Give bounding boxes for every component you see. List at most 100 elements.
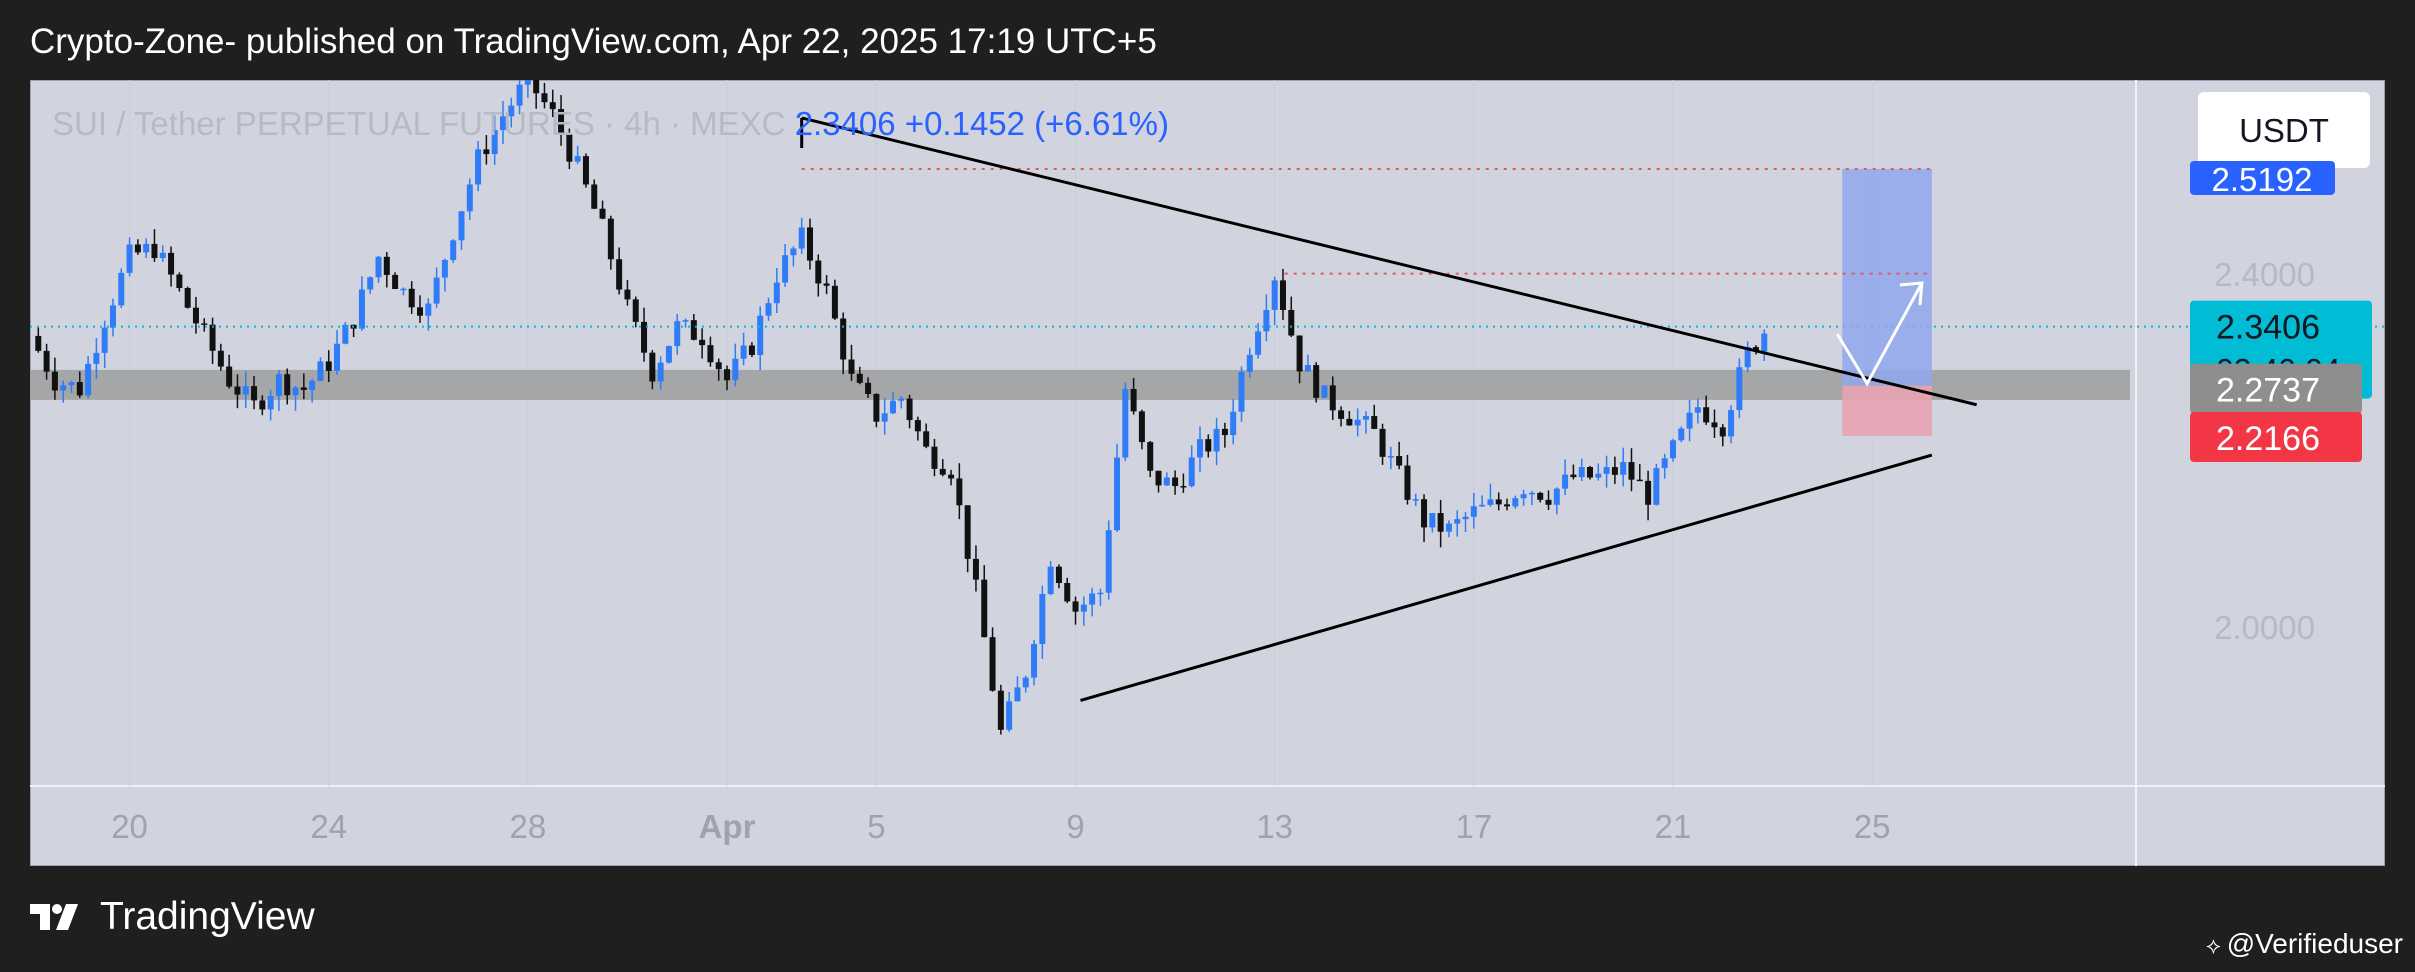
candle-up[interactable]	[1105, 530, 1112, 593]
candle-down[interactable]	[541, 93, 548, 103]
candle-down[interactable]	[632, 299, 639, 322]
candle-up[interactable]	[1653, 468, 1660, 505]
candle-down[interactable]	[1180, 486, 1187, 488]
candle-down[interactable]	[939, 468, 946, 475]
candle-down[interactable]	[1379, 428, 1386, 457]
candle-down[interactable]	[383, 256, 390, 275]
candle-down[interactable]	[417, 307, 423, 316]
candle-up[interactable]	[275, 374, 282, 396]
currency-button[interactable]	[2198, 92, 2370, 168]
candle-down[interactable]	[624, 289, 631, 300]
candle-up[interactable]	[1595, 473, 1602, 478]
candle-up[interactable]	[524, 80, 531, 85]
candle-down[interactable]	[1587, 466, 1593, 478]
candle-down[interactable]	[251, 386, 258, 401]
candle-up[interactable]	[309, 380, 316, 390]
candle-down[interactable]	[35, 335, 42, 351]
candle-up[interactable]	[1354, 419, 1361, 426]
candle-up[interactable]	[375, 256, 382, 278]
candle-down[interactable]	[923, 431, 930, 447]
candle-up[interactable]	[1230, 411, 1237, 436]
candle-up[interactable]	[665, 345, 672, 363]
candle-up[interactable]	[1620, 462, 1627, 475]
candle-up[interactable]	[317, 361, 324, 381]
candle-up[interactable]	[1470, 506, 1477, 517]
candle-up[interactable]	[118, 272, 125, 306]
candle-up[interactable]	[1006, 701, 1013, 730]
candle-down[interactable]	[616, 259, 623, 290]
candle-down[interactable]	[715, 362, 722, 370]
candle-up[interactable]	[1694, 407, 1701, 413]
candle-up[interactable]	[1553, 488, 1560, 505]
candle-down[interactable]	[865, 382, 872, 394]
candle-down[interactable]	[234, 386, 241, 395]
candle-down[interactable]	[1147, 442, 1154, 471]
candle-up[interactable]	[267, 395, 274, 410]
candle-up[interactable]	[1213, 428, 1220, 452]
candle-up[interactable]	[1304, 365, 1311, 372]
candle-down[interactable]	[914, 420, 921, 432]
candle-up[interactable]	[1603, 467, 1610, 474]
candle-down[interactable]	[981, 579, 988, 638]
candle-down[interactable]	[748, 345, 755, 355]
candle-down[interactable]	[989, 637, 996, 691]
candle-up[interactable]	[93, 352, 100, 364]
candle-up[interactable]	[1014, 687, 1021, 702]
candle-up[interactable]	[1263, 309, 1270, 332]
candle-down[interactable]	[1221, 428, 1228, 436]
candle-down[interactable]	[1172, 477, 1179, 487]
candle-down[interactable]	[1437, 513, 1444, 532]
candle-up[interactable]	[765, 303, 772, 316]
candle-down[interactable]	[134, 244, 141, 253]
candle-up[interactable]	[1080, 604, 1087, 612]
candle-up[interactable]	[1022, 677, 1029, 688]
candle-up[interactable]	[1271, 280, 1278, 310]
candle-down[interactable]	[1155, 470, 1162, 486]
candle-down[interactable]	[259, 400, 266, 410]
candle-down[interactable]	[1072, 601, 1079, 612]
candle-down[interactable]	[325, 361, 332, 371]
candle-up[interactable]	[358, 289, 365, 329]
candle-up[interactable]	[674, 321, 681, 346]
candle-up[interactable]	[441, 259, 448, 278]
candle-up[interactable]	[1114, 457, 1121, 531]
candle-up[interactable]	[499, 116, 506, 131]
candle-down[interactable]	[931, 446, 938, 469]
candle-up[interactable]	[516, 84, 523, 106]
candle-up[interactable]	[1686, 412, 1693, 429]
candle-up[interactable]	[450, 240, 457, 260]
candle-up[interactable]	[1520, 494, 1527, 499]
candle-down[interactable]	[43, 350, 50, 372]
candle-up[interactable]	[433, 277, 440, 304]
candle-down[interactable]	[201, 323, 208, 325]
candle-up[interactable]	[1089, 593, 1096, 605]
candle-up[interactable]	[101, 327, 108, 353]
candle-up[interactable]	[1578, 466, 1585, 478]
candle-up[interactable]	[425, 303, 432, 316]
target-box[interactable]	[1842, 168, 1932, 386]
candle-down[interactable]	[1346, 418, 1353, 426]
candle-down[interactable]	[707, 345, 714, 363]
candle-down[interactable]	[549, 102, 556, 110]
candle-down[interactable]	[408, 288, 415, 308]
candle-up[interactable]	[508, 105, 515, 117]
candle-down[interactable]	[1064, 583, 1071, 602]
candle-down[interactable]	[1138, 411, 1145, 443]
candle-up[interactable]	[342, 324, 349, 344]
candle-up[interactable]	[60, 385, 67, 391]
candle-down[interactable]	[1371, 416, 1378, 429]
candle-down[interactable]	[699, 339, 706, 346]
candle-down[interactable]	[831, 285, 838, 319]
candle-up[interactable]	[790, 248, 797, 256]
candle-up[interactable]	[1188, 457, 1195, 487]
candle-up[interactable]	[458, 211, 465, 241]
candle-down[interactable]	[1628, 462, 1635, 480]
candle-up[interactable]	[475, 149, 482, 185]
candle-down[interactable]	[483, 149, 490, 155]
candle-up[interactable]	[682, 320, 689, 322]
candle-up[interactable]	[1728, 410, 1735, 437]
candle-down[interactable]	[856, 373, 863, 383]
candle-down[interactable]	[1313, 365, 1320, 398]
candle-up[interactable]	[1412, 499, 1419, 501]
candle-up[interactable]	[126, 244, 133, 273]
